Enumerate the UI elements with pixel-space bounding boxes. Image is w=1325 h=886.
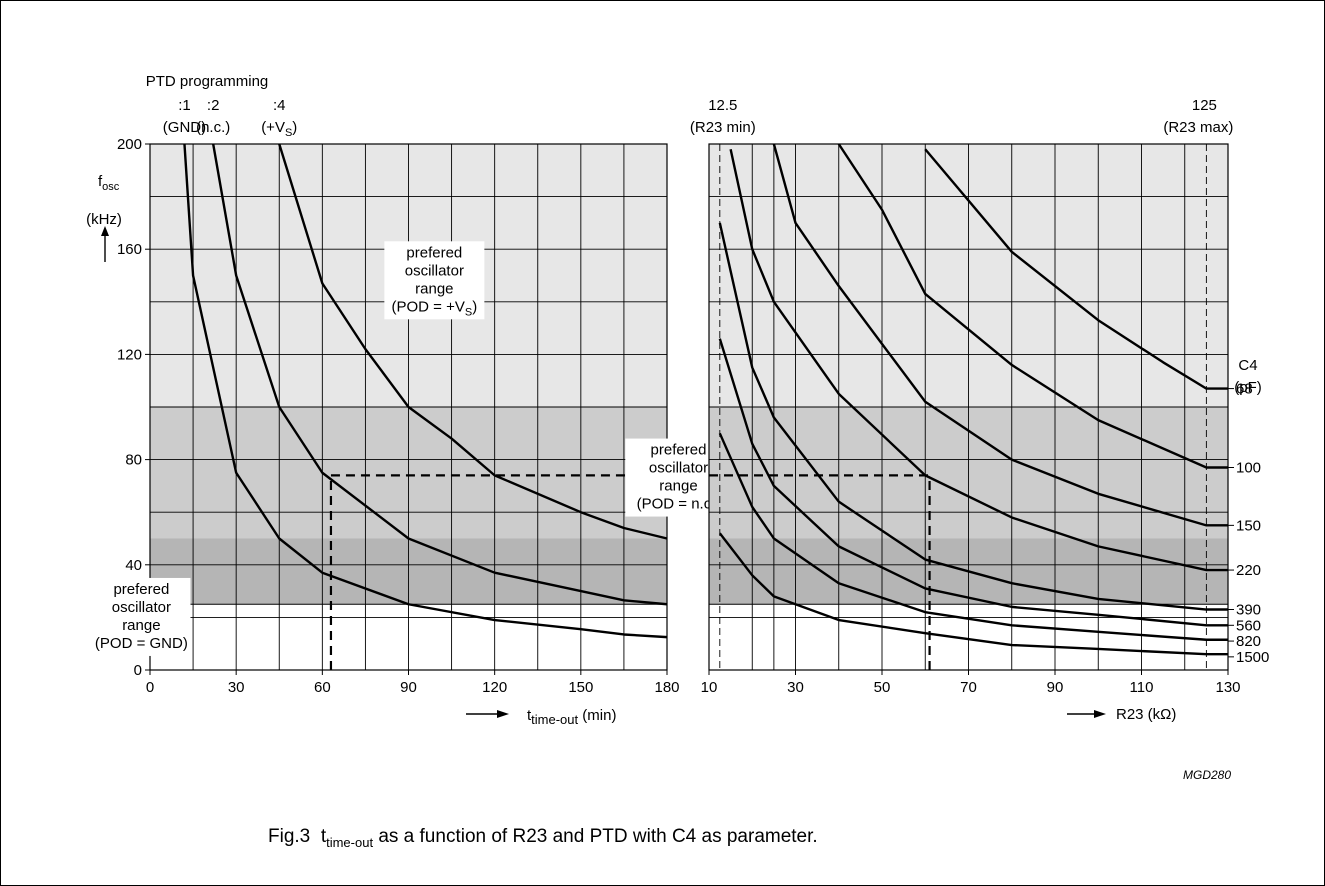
right-x-tick-label: 10 [701,679,718,696]
y-tick-label: 120 [117,346,142,363]
ptd-pin-label: (GND) [163,119,206,136]
right-series-line [837,143,1228,469]
band-label-2-line: (POD = GND) [95,635,188,652]
y-axis-unit: (kHz) [86,211,122,228]
left-x-tick-label: 90 [400,679,417,696]
y-tick-label: 40 [125,557,142,574]
band-label-2-line: range [122,617,160,634]
caption-main: t [320,826,327,847]
r23-axis-arrow-head [1094,710,1106,718]
band-label-0-box [384,241,485,320]
band-label-2-line: prefered [113,581,169,598]
band-label-0-line: range [415,280,453,297]
y-tick-label: 160 [117,241,142,258]
caption-text: as a function of R23 and PTD with C4 as … [373,826,818,847]
right-x-tick-label: 130 [1215,679,1240,696]
band-label-0-line: prefered [406,244,462,261]
c4-series-label: 820 [1236,633,1261,650]
left-series-line [212,143,668,606]
right-series-line [718,532,1228,656]
figure-caption: Fig.3 ttime-out as a function of R23 and… [268,826,818,850]
c4-series-label: 1500 [1236,649,1269,666]
r23-marker-value: 12.5 [708,97,737,114]
left-x-tick-label: 60 [314,679,331,696]
y-axis-label: fosc [98,173,120,193]
r23-marker-value: 125 [1192,97,1217,114]
ptd-pin-label: (n.c.) [196,119,230,136]
y-tick-label: 0 [134,662,142,679]
x-axis-label: ttime-out (min) [527,707,616,727]
band-label-0-line: oscillator [405,262,464,279]
c4-series-label: 390 [1236,602,1261,619]
ptd-header: PTD programming [146,73,269,90]
c4-series-label: 100 [1236,459,1261,476]
r23-axis-label: R23 (kΩ) [1116,706,1176,723]
left-series-line [278,143,668,540]
right-x-tick-label: 110 [1130,679,1154,696]
band-label-0-line: (POD = +VS) [391,298,477,318]
y-tick-label: 80 [125,452,142,469]
x-axis-arrow-head [497,710,509,718]
r23-marker-label: (R23 min) [690,119,756,136]
band-label-1-line: (POD = n.c.) [637,496,721,513]
left-x-tick-label: 0 [146,679,154,696]
left-x-tick-label: 150 [568,679,593,696]
left-series-line [183,143,668,639]
r23-marker-label: (R23 max) [1163,119,1233,136]
c4-series-label: 220 [1236,562,1261,579]
right-chart: 10 30 50 70 90 110 130 12.5 (R23 min) 125 (R23 max… [690,97,1269,723]
left-x-tick-label: 180 [654,679,679,696]
ptd-ratio-label: :1 [178,97,191,114]
caption-label: Fig.3 [268,826,311,847]
right-series-line [924,148,1228,390]
ptd-ratio-label: :2 [207,97,220,114]
y-tick-label: 200 [117,136,142,153]
c4-legend-title: C4 [1238,357,1257,374]
band-label-1-line: range [659,478,697,495]
c4-series-label: 560 [1236,617,1261,634]
caption-subscript: time-out [326,834,374,850]
c4-series-label: 150 [1236,517,1261,534]
left-chart: 0 30 60 90 120 150 18004080120160200preferedos… [86,73,732,727]
right-x-tick-label: 90 [1047,679,1064,696]
band-label-2-box [92,577,191,656]
left-x-tick-label: 120 [482,679,507,696]
figure-code: MGD280 [1183,768,1232,782]
band-label-1-line: oscillator [649,460,708,477]
ptd-pin-label: (+VS) [261,119,297,139]
right-series-line [718,222,1228,611]
c4-series-label: 68 [1236,381,1253,398]
left-x-tick-label: 30 [228,679,245,696]
right-series-line [718,432,1228,641]
band-label-2-line: oscillator [112,599,171,616]
right-x-tick-label: 70 [960,679,977,696]
right-series-line [718,338,1228,627]
c4-legend-unit: (pF) [1234,379,1262,396]
right-series-line [772,143,1228,527]
right-x-tick-label: 30 [787,679,804,696]
ptd-ratio-label: :4 [273,97,286,114]
right-x-tick-label: 50 [874,679,891,696]
y-axis-arrow-head [101,226,109,236]
band-label-1-line: prefered [651,442,707,459]
